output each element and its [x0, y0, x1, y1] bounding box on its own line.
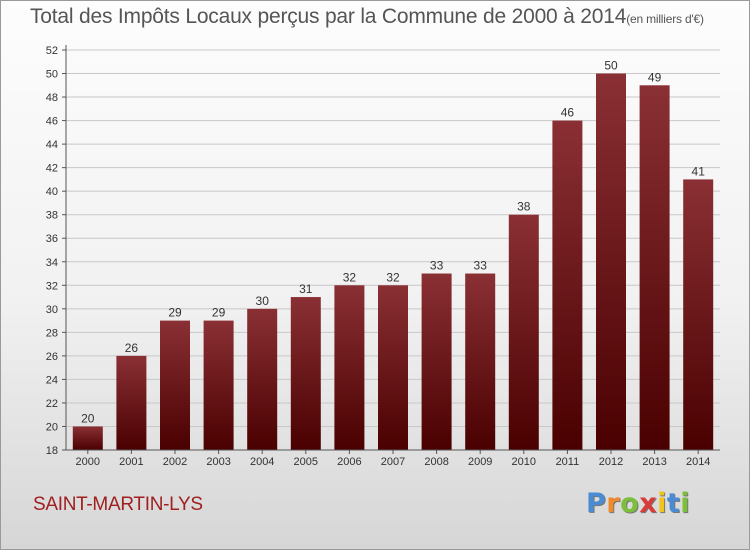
y-tick-label: 24 — [46, 374, 58, 386]
data-label: 29 — [212, 306, 226, 320]
y-tick-label: 38 — [46, 210, 58, 222]
x-tick-label: 2008 — [424, 456, 448, 468]
bar — [160, 320, 190, 450]
bar — [552, 120, 583, 451]
data-label: 41 — [692, 164, 706, 178]
x-tick-label: 2000 — [76, 456, 100, 468]
x-tick-label: 2005 — [294, 456, 318, 468]
y-tick-label: 46 — [46, 116, 58, 128]
data-label: 33 — [474, 259, 488, 273]
y-tick-label: 52 — [46, 45, 58, 57]
x-tick-label: 2013 — [642, 456, 666, 468]
y-tick-label: 48 — [46, 92, 58, 104]
bar — [378, 285, 408, 450]
bar — [596, 73, 626, 450]
logo-letter: P — [586, 488, 607, 519]
data-label: 50 — [604, 59, 618, 73]
x-tick-label: 2003 — [206, 456, 230, 468]
y-tick-label: 42 — [46, 163, 58, 175]
title-main: Total des Impôts Locaux perçus par la Co… — [30, 5, 627, 28]
data-label: 46 — [561, 106, 575, 120]
data-label: 30 — [256, 294, 270, 308]
data-label: 49 — [648, 70, 662, 84]
y-tick-label: 32 — [46, 280, 58, 292]
bar — [203, 320, 234, 450]
data-label: 20 — [81, 411, 95, 425]
logo-letter: i — [657, 488, 667, 519]
data-label: 31 — [299, 282, 313, 296]
x-tick-label: 2014 — [686, 456, 710, 468]
data-label: 38 — [517, 200, 531, 214]
bar — [247, 308, 278, 450]
bar — [72, 426, 103, 450]
x-tick-label: 2002 — [163, 456, 187, 468]
y-tick-label: 26 — [46, 351, 58, 363]
y-tick-label: 34 — [46, 257, 58, 269]
logo-letter: t — [666, 488, 681, 519]
data-label: 29 — [168, 306, 182, 320]
bar — [421, 273, 452, 450]
y-tick-label: 30 — [46, 304, 58, 316]
data-label: 32 — [343, 270, 357, 284]
x-tick-label: 2012 — [599, 456, 623, 468]
logo-letter: i — [680, 488, 691, 519]
x-tick-label: 2001 — [119, 456, 143, 468]
x-tick-label: 2004 — [250, 456, 274, 468]
x-tick-label: 2007 — [381, 456, 405, 468]
bar — [334, 285, 365, 450]
x-tick-label: 2009 — [468, 456, 492, 468]
y-tick-label: 50 — [46, 69, 58, 81]
axes — [62, 45, 720, 454]
x-tick-label: 2010 — [512, 456, 536, 468]
commune-name: SAINT-MARTIN-LYS — [33, 494, 203, 515]
bar — [290, 297, 321, 450]
logo-letter: x — [639, 488, 658, 519]
proxiti-logo[interactable]: Proxiti — [586, 488, 690, 519]
y-tick-label: 28 — [46, 327, 58, 339]
bar — [639, 85, 670, 450]
y-tick-label: 44 — [46, 139, 58, 151]
y-tick-label: 36 — [46, 233, 58, 245]
bar — [508, 214, 539, 450]
y-tick-label: 20 — [46, 421, 58, 433]
y-tick-label: 22 — [46, 398, 58, 410]
logo-letter: o — [620, 488, 640, 519]
x-tick-label: 2011 — [556, 456, 580, 468]
labels: 18 20 22 24 26 28 30 32 34 36 38 40 42 44 46 48 50 52 20 20… — [46, 45, 711, 468]
y-tick-label: 18 — [46, 445, 58, 457]
logo-letter: r — [606, 488, 621, 519]
bar — [116, 355, 147, 450]
chart-title: Total des Impôts Locaux perçus par la Co… — [30, 5, 704, 29]
data-label: 26 — [125, 341, 139, 355]
bar — [683, 179, 714, 451]
data-label: 33 — [430, 259, 444, 273]
y-tick-label: 40 — [46, 186, 58, 198]
data-label: 32 — [386, 270, 400, 284]
bars — [72, 73, 714, 451]
x-tick-label: 2006 — [337, 456, 361, 468]
title-unit: (en milliers d'€) — [626, 12, 704, 26]
bar — [465, 273, 496, 450]
